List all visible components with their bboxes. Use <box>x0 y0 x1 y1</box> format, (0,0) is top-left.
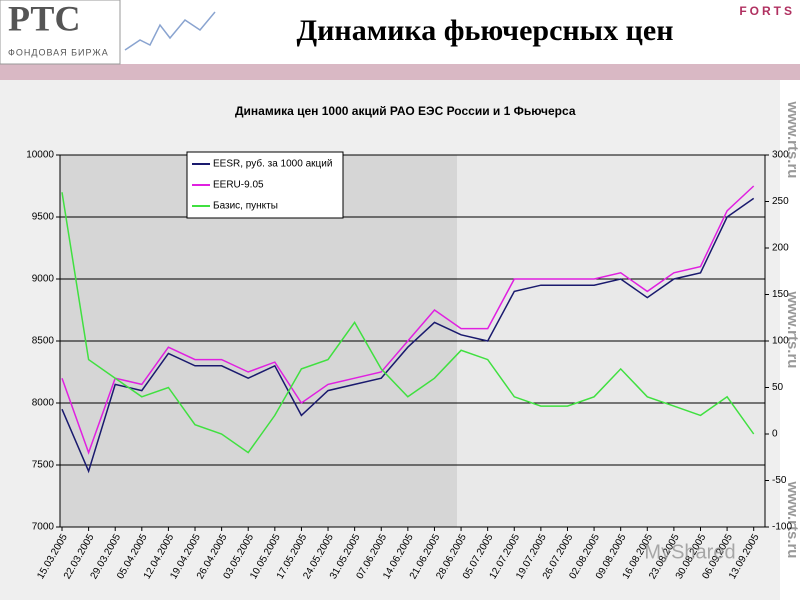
legend-label: EESR, руб. за 1000 акций <box>213 158 332 170</box>
side-text: www.rts.ru <box>784 291 800 369</box>
y-tick-label: 8000 <box>32 398 55 409</box>
logo: РТС <box>8 0 80 38</box>
y-tick-label: 8500 <box>32 336 55 347</box>
y-tick-label: 10000 <box>26 150 54 161</box>
series-line <box>61 185 755 455</box>
watermark: MyShared <box>644 541 735 563</box>
y2-tick-label: -50 <box>772 475 787 486</box>
legend-label: Базис, пункты <box>213 201 278 212</box>
side-text-group: www.rts.ru www.rts.ru www.rts.ru <box>784 101 800 559</box>
y-tick-label: 7000 <box>32 522 55 533</box>
y2-tick-label: 0 <box>772 429 778 440</box>
legend-label: EERU-9.05 <box>213 180 264 191</box>
slide-title: Динамика фьючерсных цен <box>297 14 674 47</box>
series-line <box>61 192 755 454</box>
chart-title: Динамика цен 1000 акций РАО ЕЭС России и… <box>235 104 576 118</box>
logo-subtitle: ФОНДОВАЯ БИРЖА <box>8 47 109 57</box>
y2-tick-label: 150 <box>772 289 789 300</box>
series-line <box>61 197 755 474</box>
y2-tick-label: -100 <box>772 522 792 533</box>
legend: EESR, руб. за 1000 акций EERU-9.05 Базис, … <box>186 151 344 219</box>
side-text: www.rts.ru <box>784 481 800 559</box>
y2-tick-label: 300 <box>772 150 789 161</box>
y2-tick-label: 100 <box>772 336 789 347</box>
brand: FORTS <box>739 4 795 18</box>
y2-tick-label: 250 <box>772 196 789 207</box>
y-tick-label: 9000 <box>32 274 55 285</box>
logo-box <box>0 0 121 65</box>
y2-tick-label: 50 <box>772 382 784 393</box>
y2-tick-label: 200 <box>772 243 789 254</box>
y-tick-label: 9500 <box>32 212 55 223</box>
header-band <box>0 64 800 80</box>
side-text: www.rts.ru <box>784 101 800 179</box>
y-tick-label: 7500 <box>32 460 55 471</box>
legend-box <box>186 151 344 219</box>
logo-graph <box>124 11 216 51</box>
